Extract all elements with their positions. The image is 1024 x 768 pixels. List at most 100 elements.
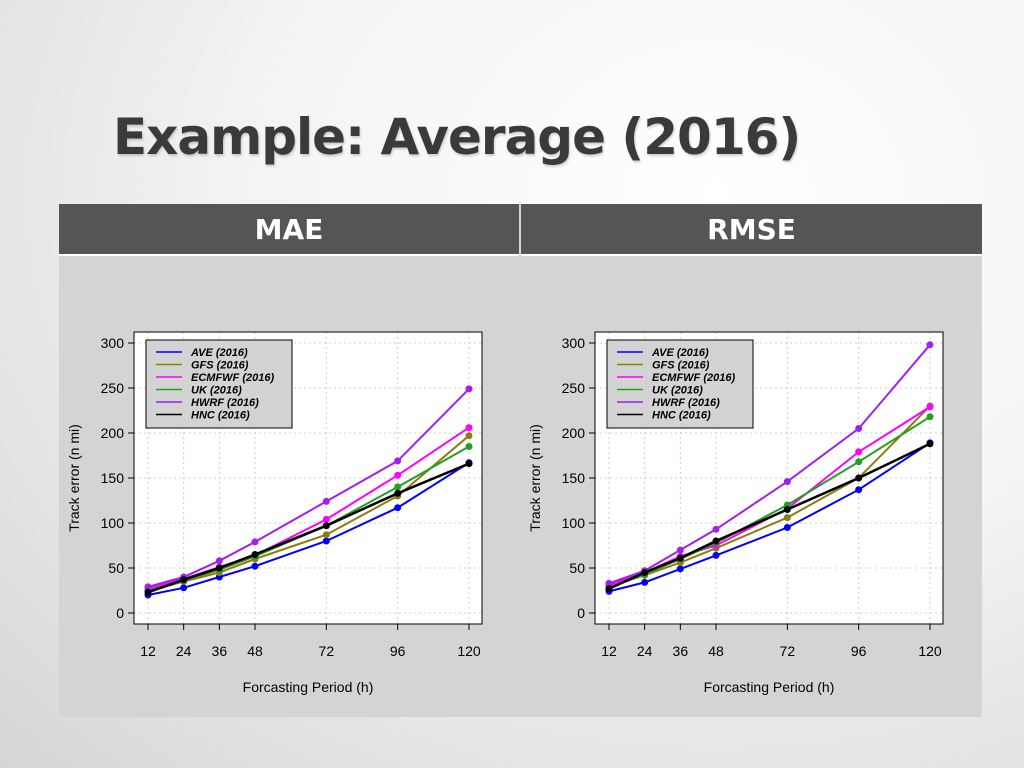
rmse-xtick-label-5: 96	[851, 643, 867, 659]
rmse-point-4-6	[926, 341, 934, 349]
rmse-ytick-label-6: 300	[562, 335, 586, 351]
mae-ytick-label-2: 100	[101, 515, 125, 531]
rmse-point-0-1	[641, 578, 649, 586]
mae-legend-box	[145, 339, 293, 429]
rmse-point-0-5	[855, 486, 863, 494]
rmse-legend-label-4: HWRF (2016)	[652, 397, 720, 409]
rmse-legend-label-5: HNC (2016)	[652, 410, 711, 422]
mae-ytick-label-0: 0	[116, 605, 124, 621]
mae-point-5-6	[465, 460, 473, 468]
mae-chart-panel: 0 50 100 150 200 250 300 12 24 36 48 72 96 120 Forcast…	[59, 324, 499, 709]
mae-legend-label-4: HWRF (2016)	[191, 397, 259, 409]
rmse-y-axis-title: Track error (n mi)	[527, 424, 543, 532]
slide-title: Example: Average (2016)	[113, 108, 801, 166]
rmse-point-5-3	[712, 537, 720, 545]
mae-point-4-6	[465, 385, 473, 393]
rmse-legend-box	[606, 339, 754, 429]
mae-chart: 0 50 100 150 200 250 300 12 24 36 48 72 96 120 Forcast…	[66, 331, 483, 695]
rmse-chart-panel: 0 50 100 150 200 250 300 12 24 36 48 72 96 120 Forcast…	[520, 324, 960, 709]
mae-ytick-label-6: 300	[101, 335, 125, 351]
mae-point-0-1	[180, 584, 188, 592]
rmse-point-5-5	[855, 474, 863, 482]
mae-point-4-4	[322, 497, 330, 505]
mae-ytick-label-4: 200	[101, 425, 125, 441]
mae-legend-label-2: ECMFWF (2016)	[191, 372, 274, 384]
mae-point-4-0	[144, 583, 152, 591]
rmse-legend-label-2: ECMFWF (2016)	[652, 372, 735, 384]
rmse-xtick-label-6: 120	[918, 643, 942, 659]
rmse-point-0-4	[783, 524, 791, 531]
rmse-point-4-5	[855, 425, 863, 432]
rmse-ytick-label-1: 50	[569, 560, 585, 576]
mae-point-3-5	[394, 483, 402, 491]
mae-point-4-3	[251, 538, 259, 546]
rmse-xtick-label-4: 72	[780, 643, 796, 659]
rmse-point-3-6	[926, 413, 934, 421]
mae-legend-label-1: GFS (2016)	[191, 360, 249, 372]
rmse-xtick-label-2: 36	[673, 643, 689, 659]
mae-xtick-label-4: 72	[319, 643, 335, 659]
mae-point-5-1	[180, 576, 188, 584]
rmse-point-5-4	[783, 506, 791, 513]
header-rmse: RMSE	[521, 204, 982, 256]
mae-point-1-6	[465, 432, 473, 440]
rmse-point-0-3	[712, 551, 720, 559]
mae-legend-label-5: HNC (2016)	[191, 410, 250, 422]
rmse-xtick-label-3: 48	[708, 643, 724, 659]
mae-y-axis-title: Track error (n mi)	[66, 424, 82, 532]
rmse-legend-label-1: GFS (2016)	[652, 360, 710, 372]
mae-xtick-label-3: 48	[247, 643, 263, 659]
mae-ytick-label-5: 250	[101, 380, 125, 396]
mae-xtick-label-0: 12	[140, 643, 156, 659]
mae-point-4-5	[394, 457, 402, 465]
rmse-point-3-5	[855, 458, 863, 466]
rmse-point-4-4	[783, 478, 791, 486]
rmse-point-4-2	[676, 546, 684, 554]
rmse-chart: 0 50 100 150 200 250 300 12 24 36 48 72 96 120 Forcast…	[527, 331, 944, 695]
mae-point-0-5	[394, 504, 402, 512]
mae-ytick-label-3: 150	[101, 470, 125, 486]
mae-point-5-0	[144, 588, 152, 596]
mae-point-5-2	[215, 564, 223, 572]
rmse-ytick-label-4: 200	[562, 425, 586, 441]
rmse-point-0-2	[676, 565, 684, 573]
mae-point-5-3	[251, 551, 259, 558]
rmse-point-5-1	[641, 569, 649, 576]
mae-xtick-label-6: 120	[457, 643, 481, 659]
rmse-ytick-label-0: 0	[577, 605, 585, 621]
mae-ytick-label-1: 50	[108, 560, 124, 576]
rmse-point-1-4	[783, 514, 791, 522]
rmse-x-axis-title: Forcasting Period (h)	[704, 679, 835, 695]
mae-point-2-6	[465, 424, 473, 432]
rmse-legend-label-3: UK (2016)	[652, 385, 703, 397]
mae-x-axis-title: Forcasting Period (h)	[243, 679, 374, 695]
mae-point-5-4	[322, 522, 330, 530]
rmse-ytick-label-2: 100	[562, 515, 586, 531]
mae-point-5-5	[394, 489, 402, 497]
mae-legend-label-3: UK (2016)	[191, 385, 242, 397]
mae-legend-label-0: AVE (2016)	[190, 347, 248, 359]
mae-point-0-3	[251, 562, 259, 570]
rmse-point-4-3	[712, 525, 720, 533]
rmse-legend-label-0: AVE (2016)	[651, 347, 709, 359]
mae-point-2-4	[322, 515, 330, 523]
comparison-table: MAE RMSE 0 50 100 150 200 250 300 12 24 36 48 72 96 1…	[59, 204, 982, 717]
rmse-point-4-0	[605, 579, 613, 587]
rmse-point-2-5	[855, 448, 863, 456]
rmse-point-2-6	[926, 403, 934, 411]
mae-xtick-label-2: 36	[212, 643, 228, 659]
rmse-xtick-label-0: 12	[601, 643, 617, 659]
mae-point-3-6	[465, 443, 473, 450]
rmse-point-5-6	[926, 440, 934, 448]
header-mae: MAE	[59, 204, 519, 256]
mae-point-2-5	[394, 471, 402, 479]
rmse-xtick-label-1: 24	[637, 643, 653, 659]
rmse-ytick-label-3: 150	[562, 470, 586, 486]
rmse-point-5-0	[605, 585, 613, 593]
mae-point-4-2	[215, 557, 223, 565]
mae-point-0-4	[322, 537, 330, 545]
rmse-point-5-2	[676, 554, 684, 562]
mae-point-1-4	[322, 531, 330, 539]
mae-xtick-label-1: 24	[176, 643, 192, 659]
rmse-ytick-label-5: 250	[562, 380, 586, 396]
